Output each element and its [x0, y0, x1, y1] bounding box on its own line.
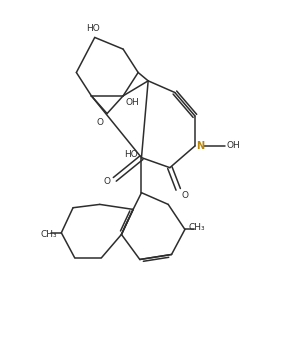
Text: HO: HO [124, 150, 138, 159]
Text: O: O [96, 118, 103, 127]
Text: O: O [104, 176, 111, 185]
Text: N: N [197, 141, 205, 151]
Text: HO: HO [86, 24, 100, 34]
Text: O: O [181, 191, 188, 200]
Text: CH₃: CH₃ [188, 223, 205, 232]
Text: OH: OH [126, 97, 140, 107]
Text: OH: OH [227, 142, 240, 150]
Text: CH₃: CH₃ [41, 230, 57, 239]
